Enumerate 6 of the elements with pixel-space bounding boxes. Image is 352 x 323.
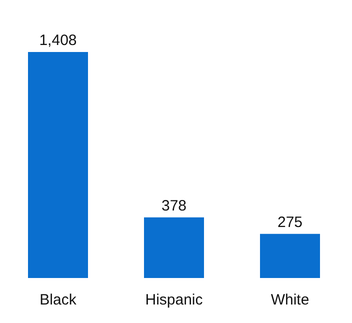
data-label: 378 xyxy=(161,197,187,214)
x-tick-label: Black xyxy=(40,292,77,309)
data-label: 275 xyxy=(277,214,303,231)
data-label: 1,408 xyxy=(39,32,77,49)
x-tick-label: Hispanic xyxy=(145,292,204,309)
x-tick-label: White xyxy=(270,292,310,309)
